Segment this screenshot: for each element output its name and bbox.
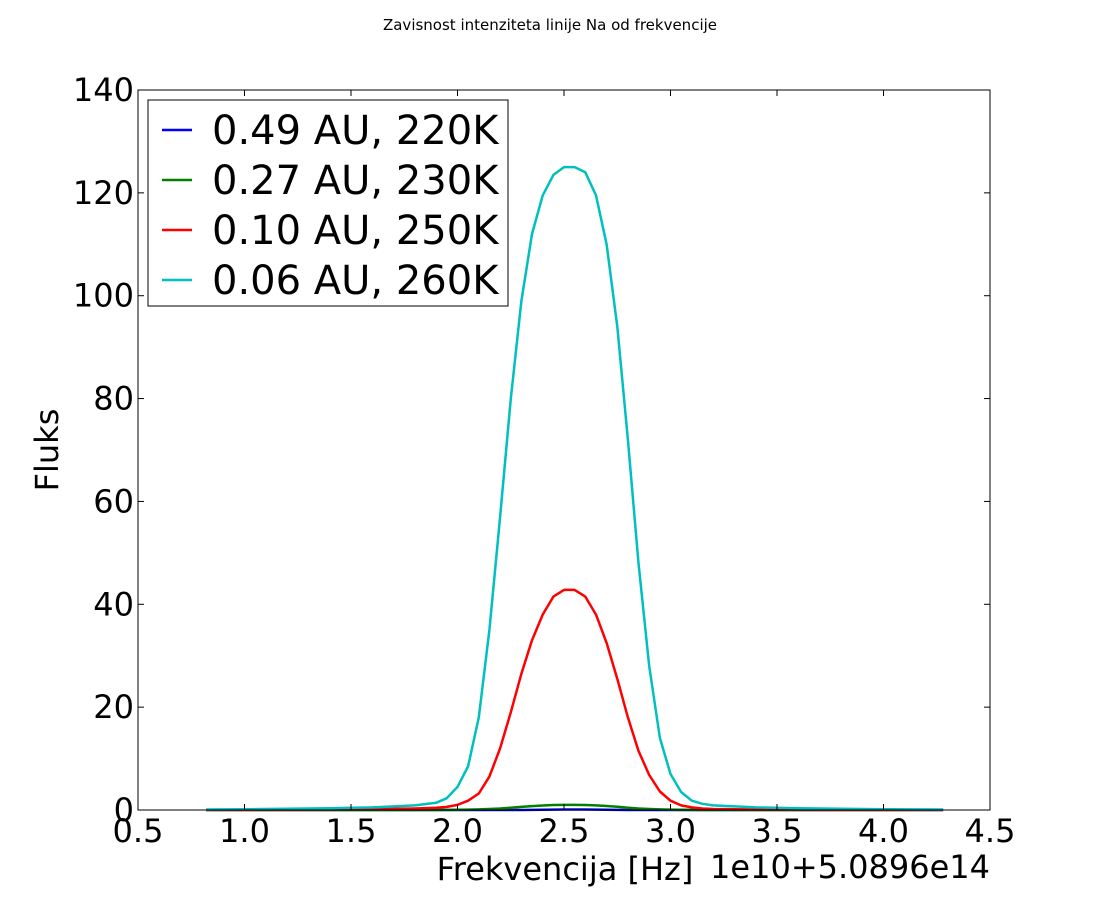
series-line-2 xyxy=(206,588,944,812)
x-tick-label: 4.5 xyxy=(965,812,1016,850)
legend-label-2: 0.10 AU, 250K xyxy=(212,208,500,254)
y-tick-label: 140 xyxy=(73,71,134,109)
legend-box xyxy=(147,99,509,307)
x-tick-label: 1.5 xyxy=(326,812,377,850)
legend-label-3: 0.06 AU, 260K xyxy=(212,258,500,304)
x-tick-label: 2.0 xyxy=(432,812,483,850)
x-tick-label: 1.0 xyxy=(219,812,270,850)
y-tick-label: 80 xyxy=(93,380,134,418)
legend-label-1: 0.27 AU, 230K xyxy=(212,158,500,204)
y-tick-label: 100 xyxy=(73,277,134,315)
y-tick-label: 120 xyxy=(73,174,134,212)
x-tick-label: 3.5 xyxy=(752,812,803,850)
series-line-3 xyxy=(206,165,944,811)
x-axis-label: Frekvencija [Hz] xyxy=(437,850,694,888)
y-tick-label: 20 xyxy=(93,688,134,726)
y-tick-label: 40 xyxy=(93,585,134,623)
y-tick-label: 0 xyxy=(114,791,134,829)
plot-area: 0.5 1.0 1.5 2.0 2.5 3.0 3.5 4.0 4.5 0 20 40 60 80 100 1… xyxy=(73,71,1016,850)
y-tick-label: 60 xyxy=(93,482,134,520)
x-axis-offset-label: 1e10+5.0896e14 xyxy=(710,848,990,886)
x-tick-label: 3.0 xyxy=(645,812,696,850)
x-tick-label: 2.5 xyxy=(539,812,590,850)
x-tick-label: 0.5 xyxy=(113,812,164,850)
y-axis-label: Fluks xyxy=(28,409,66,492)
legend-label-0: 0.49 AU, 220K xyxy=(212,108,500,154)
chart-title: Zavisnost intenziteta linije Na od frekv… xyxy=(383,16,717,34)
x-tick-label: 4.0 xyxy=(858,812,909,850)
